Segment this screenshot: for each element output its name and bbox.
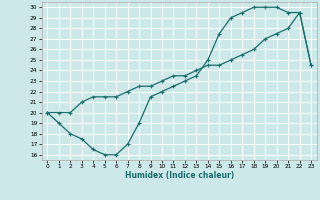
X-axis label: Humidex (Indice chaleur): Humidex (Indice chaleur) bbox=[124, 171, 234, 180]
